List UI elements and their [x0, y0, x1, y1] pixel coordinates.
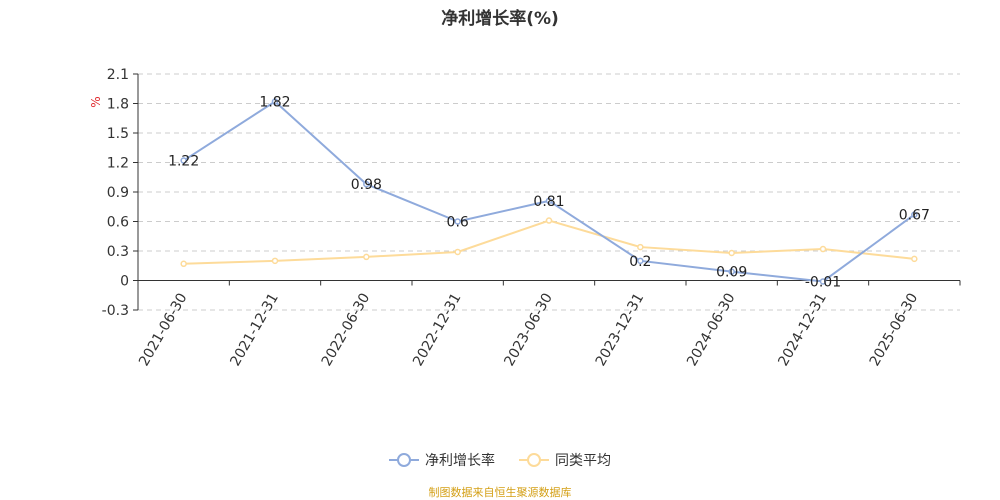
data-label: 1.82	[259, 95, 290, 111]
data-label: 0.81	[533, 194, 564, 210]
data-point	[271, 257, 279, 265]
y-tick-label: 0.3	[107, 244, 129, 260]
data-labels: 1.22 1.82 0.98 0.6 0.81 0.2 0.09 -0.01 0.67	[168, 95, 930, 291]
data-point	[637, 243, 644, 251]
legend-item[interactable]: 同类平均	[519, 450, 611, 470]
y-tick-label: 2.1	[107, 67, 129, 83]
y-tick-label: 1.2	[107, 156, 129, 172]
y-tick-label: -0.3	[102, 303, 129, 319]
data-point	[911, 255, 918, 263]
y-tick-label: 0.6	[107, 215, 129, 231]
legend-line-marker-icon	[389, 453, 419, 467]
data-label: 1.22	[168, 154, 199, 170]
source-note: 制图数据来自恒生聚源数据库	[428, 486, 572, 499]
data-point	[728, 268, 735, 275]
y-tick-labels: -0.3 0 0.3 0.6 0.9 1.2 1.5 1.8 2.1	[102, 67, 129, 319]
x-tick-label: 2023-12-31	[593, 291, 648, 369]
x-tick-label: 2021-06-30	[136, 291, 191, 369]
data-label: 0.2	[629, 254, 651, 270]
x-tick-label: 2022-06-30	[319, 291, 374, 369]
data-point	[454, 248, 461, 256]
data-label: -0.01	[805, 274, 841, 290]
data-point	[728, 249, 735, 257]
x-tick-labels: 2021-06-30 2021-12-31 2022-06-30 2022-12-31…	[136, 290, 921, 368]
y-tick-label: 0	[120, 274, 129, 290]
data-point	[454, 218, 461, 225]
grid-lines	[138, 73, 960, 311]
legend: 净利增长率 同类平均	[0, 450, 1000, 470]
data-point	[545, 217, 553, 224]
data-label: 0.98	[351, 177, 382, 193]
x-tick-label: 2022-12-31	[410, 290, 465, 368]
data-point	[819, 278, 827, 285]
data-point	[363, 253, 370, 261]
y-tick-label: 1.8	[107, 97, 129, 113]
x-tick-label: 2025-06-30	[867, 291, 922, 369]
data-point	[180, 157, 187, 164]
x-tick-label: 2023-06-30	[501, 291, 556, 369]
data-point	[637, 257, 644, 265]
data-point	[911, 211, 918, 218]
legend-label: 净利增长率	[425, 453, 495, 469]
data-point	[819, 245, 827, 253]
x-tick-label: 2024-06-30	[684, 291, 739, 369]
data-point	[545, 197, 553, 205]
x-tick-label: 2024-12-31	[775, 291, 830, 369]
y-tick-label: 0.9	[107, 185, 129, 201]
data-label: 0.6	[447, 215, 469, 231]
chart-title: 净利增长率(%)	[441, 9, 559, 29]
y-tick-label: 1.5	[107, 126, 129, 142]
legend-item[interactable]: 净利增长率	[389, 450, 495, 470]
data-point	[180, 260, 187, 268]
y-axis-label: %	[89, 96, 103, 107]
series-lines	[180, 98, 918, 285]
data-point	[271, 98, 279, 105]
legend-line-marker-icon	[519, 453, 549, 467]
data-point	[363, 180, 370, 188]
series-line	[183, 219, 915, 265]
legend-label: 同类平均	[555, 453, 611, 469]
data-label: 0.67	[899, 208, 930, 224]
data-label: 0.09	[716, 265, 747, 281]
x-tick-label: 2021-12-31	[227, 291, 282, 369]
